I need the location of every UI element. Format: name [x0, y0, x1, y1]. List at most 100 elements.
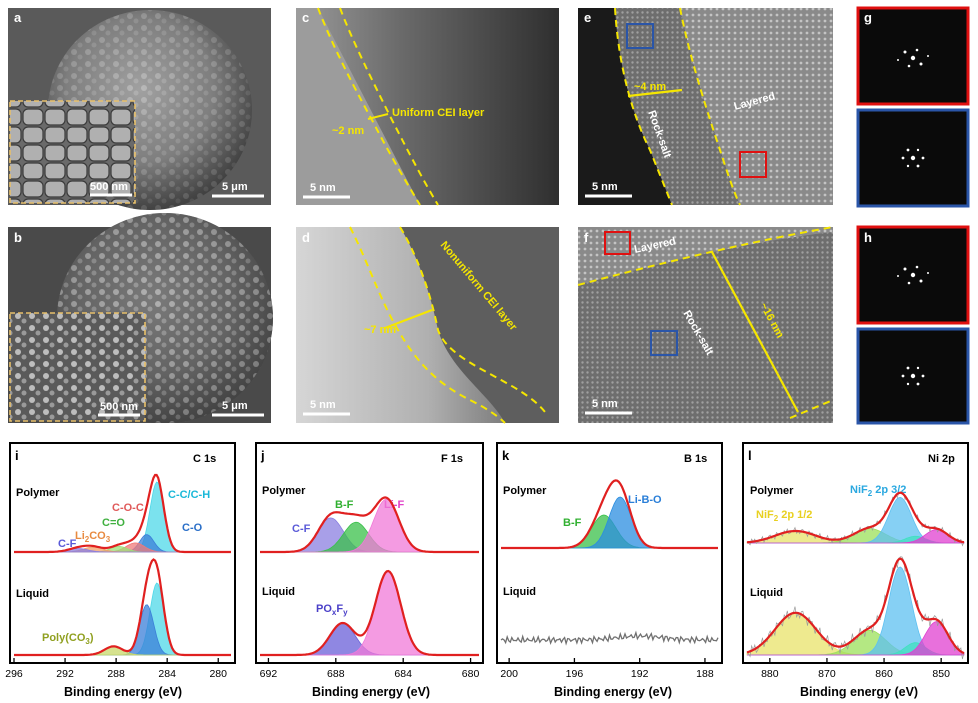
polymer-label-i: Polymer	[16, 487, 60, 499]
ann-i-cf: C-F	[58, 538, 77, 550]
ann-i-li2co3-b: CO	[89, 530, 106, 542]
frame-l	[742, 442, 969, 664]
peak-l-poly-4	[747, 529, 965, 544]
envelope-i-poly	[14, 473, 231, 554]
liquid-trace-k	[500, 630, 719, 646]
cei-inner-line-d	[349, 226, 506, 424]
title-l: Ni 2p	[928, 453, 955, 465]
ann-j-poxfy-suby: y	[343, 608, 348, 617]
liquid-label-i: Liquid	[16, 588, 49, 600]
ann-l-nif2-32-a: NiF	[850, 484, 868, 496]
peak-l-liq-4	[747, 621, 965, 656]
envelope-j-liq	[260, 569, 479, 657]
frame-k	[496, 442, 723, 664]
xtick-label-k-2: 192	[631, 668, 649, 680]
xps-panel-j: j F 1s Polymer Liquid C-F B-F Li-F POxFy…	[255, 442, 484, 699]
title-k: B 1s	[684, 453, 707, 465]
frame-i	[9, 442, 236, 664]
panel-label-d: d	[302, 230, 310, 245]
peak-j-liq-1	[260, 570, 479, 656]
scale-c: 5 nm	[310, 182, 336, 194]
xlabel-i: Binding energy (eV)	[64, 685, 182, 699]
panel-e: e ~4 nm Rock-salt Layered 5 nm	[578, 7, 833, 206]
xps-panel-k: k B 1s Polymer Liquid B-F Li-B-O Binding…	[496, 442, 723, 699]
xtick-label-j-2: 684	[394, 668, 412, 680]
panel-a: a 500 nm 5 μm	[8, 8, 271, 210]
xtick-label-i-1: 292	[56, 668, 74, 680]
liquid-label-j: Liquid	[262, 586, 295, 598]
ann-j-poxfy-a: PO	[316, 603, 332, 615]
panel-label-l: l	[748, 448, 752, 463]
xps-plot-layer: 296 292 288 284 280 692 688 684 680 200 196 192 188 8…	[5, 473, 965, 680]
xtick-label-l-1: 870	[818, 668, 836, 680]
boundary-bottom-f	[789, 399, 834, 419]
panel-c: c Uniform CEI layer ~2 nm 5 nm	[296, 7, 559, 206]
polymer-label-l: Polymer	[750, 485, 794, 497]
xps-panel-i: i C 1s Polymer Liquid C-C/C-H C-O C-O-C …	[9, 442, 236, 699]
xtick-label-k-3: 188	[696, 668, 714, 680]
xtick-label-i-3: 284	[158, 668, 176, 680]
panel-g: g	[856, 6, 970, 208]
xtick-label-i-4: 280	[209, 668, 227, 680]
ann-i-polyco3: Poly(CO3)	[42, 632, 94, 646]
panel-b: b 500 nm 5 μm	[8, 213, 273, 423]
title-j: F 1s	[441, 453, 463, 465]
ann-i-polyco3-sub: 3	[85, 637, 90, 646]
ann-j-cf: C-F	[292, 523, 311, 535]
layer-label-c: Uniform CEI layer	[392, 107, 485, 119]
panel-d: d ~7 nm Nonuniform CEI layer 5 nm	[296, 226, 559, 424]
xtick-label-l-3: 850	[932, 668, 950, 680]
ann-i-li2co3-sub2: 2	[85, 535, 90, 544]
fft-blue-g	[856, 108, 970, 208]
ann-i-polyco3-a: Poly(CO	[42, 632, 86, 644]
polymer-label-j: Polymer	[262, 485, 306, 497]
xtick-label-j-3: 680	[462, 668, 480, 680]
panel-label-k: k	[502, 448, 510, 463]
arrow-f	[711, 251, 799, 413]
inset-a	[9, 100, 136, 204]
xtick-label-i-0: 296	[5, 668, 23, 680]
xlabel-j: Binding energy (eV)	[312, 685, 430, 699]
thickness-d: ~7 nm	[364, 324, 396, 336]
scale-inset-b: 500 nm	[100, 401, 138, 413]
panel-label-j: j	[260, 448, 265, 463]
ann-l-nif2-12-a: NiF	[756, 509, 774, 521]
blue-box-f	[650, 330, 678, 356]
ann-i-polyco3-b: )	[90, 632, 94, 644]
inset-b	[9, 312, 146, 422]
ann-i-coc: C-O-C	[112, 502, 144, 514]
panel-label-f: f	[584, 230, 589, 245]
ann-j-poxfy-subx: x	[332, 608, 337, 617]
scale-d: 5 nm	[310, 399, 336, 411]
panel-f: f Layered Rock-salt ~16 nm 5 nm	[577, 226, 834, 423]
thickness-e: ~4 nm	[634, 81, 666, 93]
ann-i-li2co3: Li2CO3	[75, 530, 111, 544]
panel-label-g: g	[864, 10, 872, 25]
scale-a: 5 μm	[222, 181, 248, 193]
liquid-label-l: Liquid	[750, 587, 783, 599]
red-box-f	[604, 231, 631, 255]
panel-label-b: b	[14, 230, 22, 245]
ann-i-c=o: C=O	[102, 517, 125, 529]
arrow-d	[384, 308, 433, 330]
ann-i-li2co3-a: Li	[75, 530, 85, 542]
envelope-l-liq	[746, 557, 965, 655]
ann-l-nif2-12: NiF2 2p 1/2	[756, 509, 812, 523]
arrow-e	[627, 88, 683, 98]
xlabel-k: Binding energy (eV)	[554, 685, 672, 699]
scale-f: 5 nm	[592, 398, 618, 410]
red-box-e	[739, 151, 767, 178]
envelope-j-poly	[260, 496, 479, 554]
xlabel-l: Binding energy (eV)	[800, 685, 918, 699]
scale-e: 5 nm	[592, 181, 618, 193]
envelope-i-liq	[14, 558, 231, 657]
xtick-label-l-2: 860	[875, 668, 893, 680]
ann-k-libo: Li-B-O	[628, 494, 662, 506]
ann-j-bf: B-F	[335, 499, 354, 511]
boundary-top-f	[577, 226, 834, 286]
peak-k-poly-1	[501, 496, 718, 549]
frame-j	[255, 442, 484, 664]
cei-inner-line-c	[317, 7, 421, 206]
boundary-inner-e	[614, 7, 673, 206]
